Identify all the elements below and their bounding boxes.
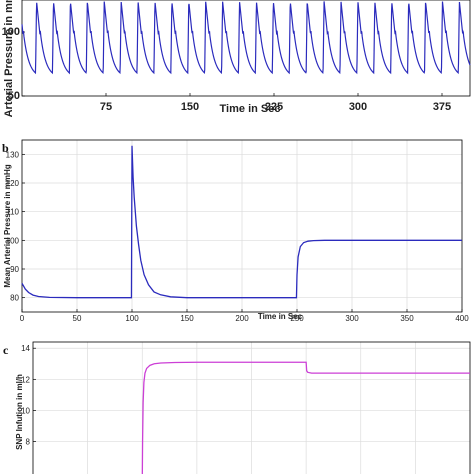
panel-a-x-tick-label: 375 [433,101,451,113]
panel-c-y-tick-label: 14 [21,344,30,353]
panel-c-y-axis-label: SNP Infution in ml/h [15,374,24,450]
panel-c-snp-infusion-line [141,361,470,474]
panel-c-y-tick-label: 12 [21,375,30,384]
panel-b-x-tick-label: 300 [345,314,359,323]
panel-b-x-tick-label: 0 [20,314,25,323]
panel-b-x-axis-label: Time in Sec [258,312,303,321]
panel-b-y-tick-label: 80 [10,294,19,303]
panel-a-x-tick-label: 300 [349,101,367,113]
panel-a-y-axis-label: Arterial Pressure in mmHg [3,0,15,117]
panel-b-label: b [2,141,9,155]
panel-c-y-tick-label: 8 [26,438,31,447]
panel-a-plot-area [21,0,471,97]
panel-a-x-tick-label: 225 [265,101,283,113]
panel-a-arterial-pressure-chart: Arterial Pressure in mmHg Time in Sec 75… [2,0,471,117]
panel-c-y-tick-label: 10 [21,406,30,415]
panel-b-y-tick-label: 110 [6,208,19,217]
panel-b-mean-pressure-chart: b Mean Arterial Pressure in mmHg Time in… [2,139,469,323]
panel-b-x-tick-label: 250 [290,314,304,323]
panel-b-x-tick-label: 50 [73,314,82,323]
panel-c-snp-infusion-chart: c SNP Infution in ml/h 8 10 12 14 [3,341,471,474]
panel-b-y-tick-label: 130 [6,150,20,159]
panel-b-x-tick-label: 150 [180,314,194,323]
panel-a-y-tick-label: 50 [8,90,20,102]
panel-b-mean-pressure-line [21,145,462,299]
panel-b-x-tick-label: 200 [235,314,249,323]
panel-b-x-tick-label: 400 [455,314,469,323]
panel-c-plot-area [32,341,471,474]
panel-b-y-axis-label: Mean Arterial Pressure in mmHg [3,164,12,287]
panel-a-x-axis-label: Time in Sec [220,103,281,115]
panel-b-y-tick-label: 120 [6,179,20,188]
panel-a-y-tick-label: 100 [2,26,20,38]
panel-a-x-tick-label: 150 [181,101,199,113]
panel-b-x-tick-label: 100 [125,314,139,323]
panel-c-label: c [3,343,9,357]
panel-b-y-tick-label: 100 [6,236,20,245]
panel-a-x-tick-label: 75 [100,101,112,113]
panel-b-x-tick-label: 350 [400,314,414,323]
panel-b-y-tick-label: 90 [10,265,19,274]
panel-a-pressure-line [21,1,471,75]
